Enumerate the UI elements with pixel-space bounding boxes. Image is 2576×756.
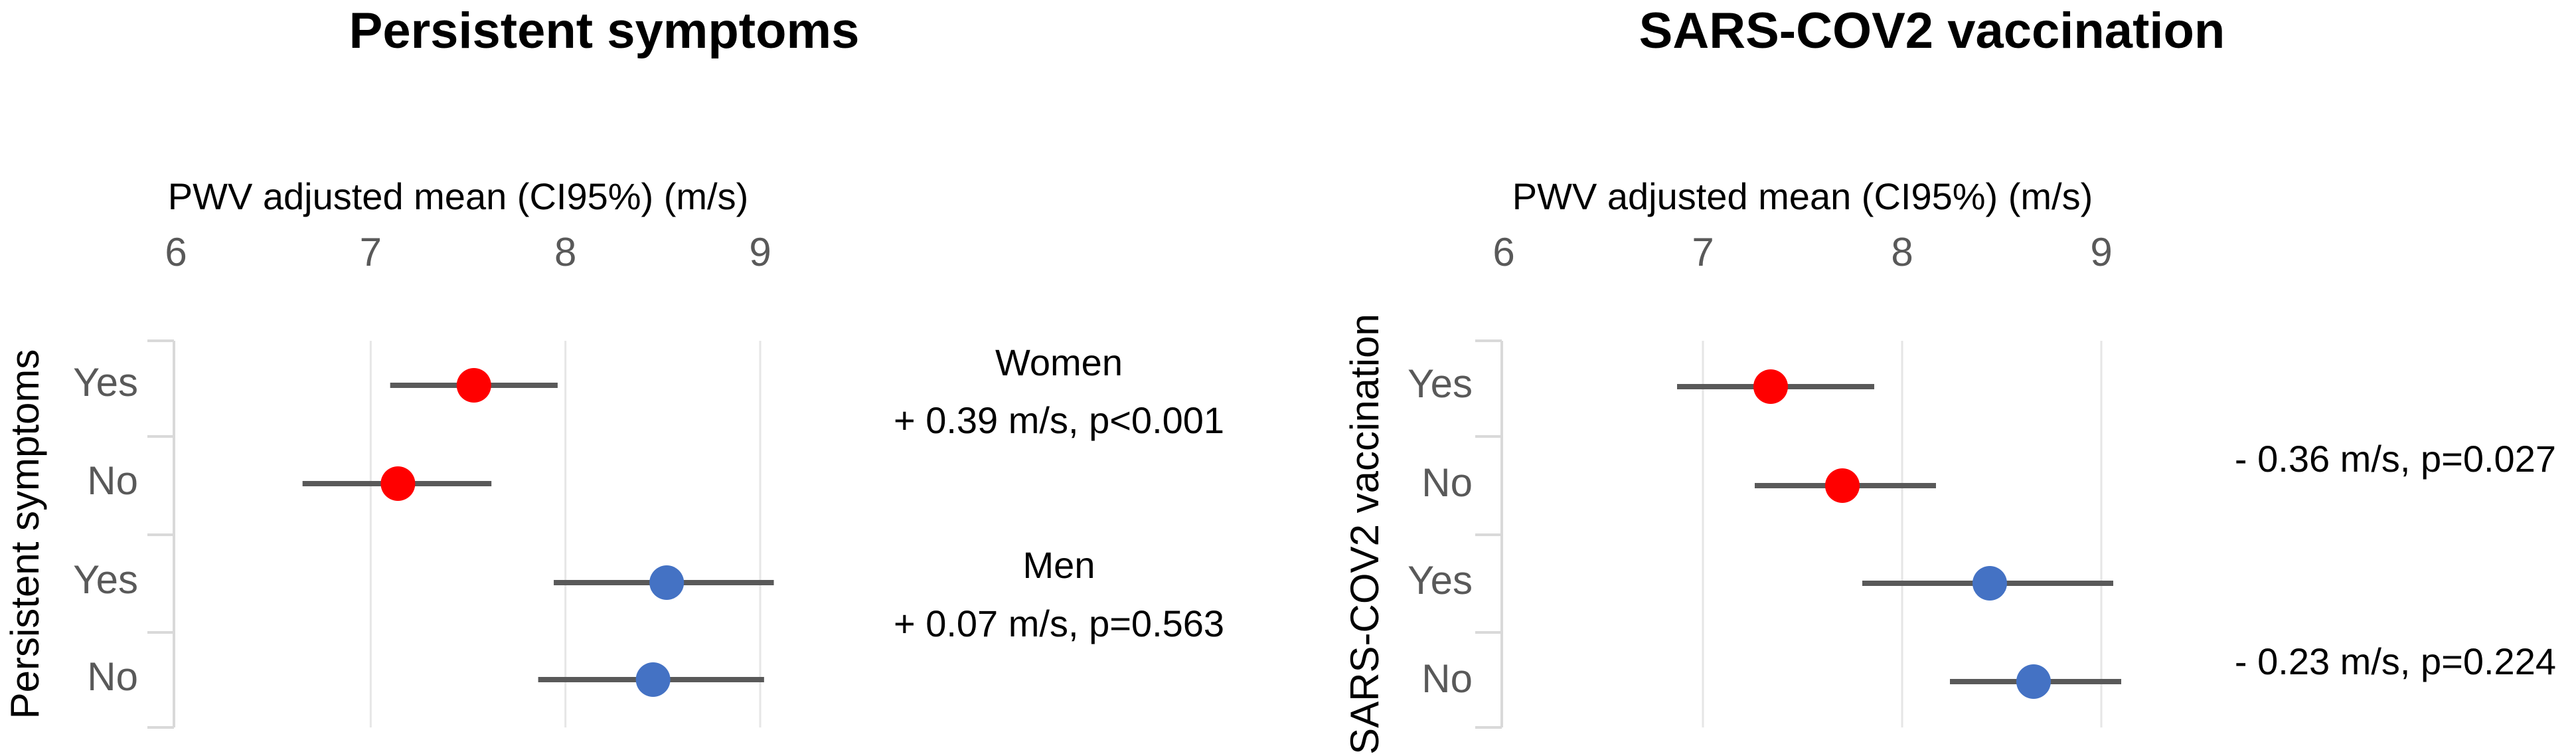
y-category-label: Yes [73,557,138,602]
annotation-text: + 0.07 m/s, p=0.563 [894,603,1224,644]
y-category-label: No [87,458,138,503]
x-tick-label: 9 [2090,230,2112,274]
y-axis-label: Persistent symptoms [3,349,47,719]
mean-point [1753,369,1788,404]
y-category-label: No [1421,656,1473,701]
y-category-label: No [87,654,138,699]
y-category-label: Yes [73,360,138,405]
mean-point [380,466,416,501]
mean-point [649,565,684,600]
x-tick-label: 7 [360,230,382,274]
mean-point [1972,566,2007,601]
x-tick-label: 6 [1492,230,1514,274]
annotation-text: + 0.39 m/s, p<0.001 [894,399,1224,441]
mean-point [1825,468,1860,503]
x-tick-label: 6 [165,230,187,274]
mean-point [2016,664,2051,699]
chart-title: SARS-COV2 vaccination [1639,3,2225,59]
x-axis-label: PWV adjusted mean (CI95%) (m/s) [1512,175,2093,217]
x-tick-label: 7 [1692,230,1714,274]
x-tick-label: 8 [1891,230,1913,274]
y-category-label: No [1421,460,1473,505]
mean-point [635,662,671,697]
chart-title: Persistent symptoms [349,3,860,59]
mean-point [456,368,491,403]
annotation-text: - 0.36 m/s, p=0.027 [2235,438,2556,480]
annotation-text: Women [995,341,1123,383]
y-category-label: Yes [1408,361,1473,406]
annotation-text: - 0.23 m/s, p=0.224 [2235,640,2556,682]
x-tick-label: 9 [749,230,771,274]
x-axis-label: PWV adjusted mean (CI95%) (m/s) [168,175,748,217]
y-category-label: Yes [1408,558,1473,603]
annotation-text: Men [1023,544,1095,586]
y-axis-label: SARS-COV2 vaccination [1342,314,1387,753]
x-tick-label: 8 [554,230,576,274]
